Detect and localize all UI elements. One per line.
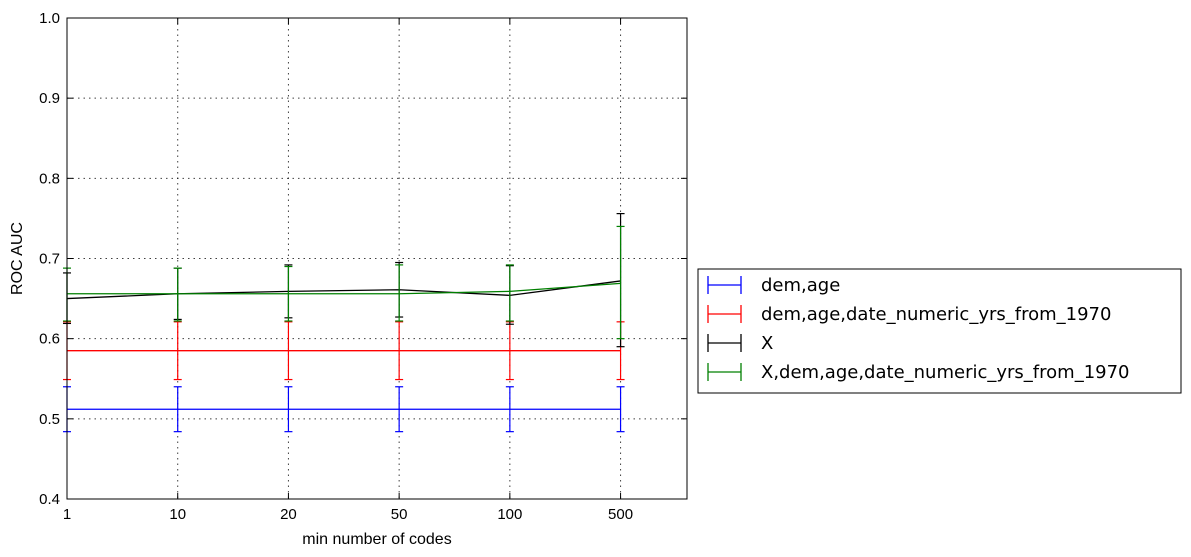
y-axis-title: ROC AUC bbox=[9, 222, 26, 295]
x-tick-label: 1 bbox=[63, 506, 71, 523]
y-tick-label: 0.8 bbox=[39, 170, 60, 187]
x-tick-label: 10 bbox=[169, 506, 186, 523]
legend-box bbox=[697, 268, 1182, 394]
y-tick-label: 0.5 bbox=[39, 411, 60, 428]
y-tick-label: 0.7 bbox=[39, 251, 60, 268]
series-0 bbox=[63, 386, 625, 433]
legend-label: dem,age,date_numeric_yrs_from_1970 bbox=[761, 304, 1111, 325]
y-tick-label: 0.9 bbox=[39, 90, 60, 107]
legend-label: dem,age bbox=[761, 275, 840, 296]
x-tick-label: 20 bbox=[280, 506, 297, 523]
tick-labels: 1 10 20 50 100 500 0.4 0.5 0.6 0.7 0.8 0.9 1.0 bbox=[39, 10, 633, 523]
series-line bbox=[66, 280, 621, 300]
axis-ticks bbox=[66, 17, 687, 500]
y-tick-label: 0.6 bbox=[39, 331, 60, 348]
series-line bbox=[67, 282, 621, 295]
series-layer bbox=[63, 213, 625, 433]
y-tick-label: 1.0 bbox=[39, 10, 60, 27]
grid bbox=[67, 18, 687, 499]
series-3 bbox=[63, 225, 625, 340]
plot-frame bbox=[66, 17, 688, 500]
x-tick-label: 100 bbox=[497, 506, 522, 523]
y-tick-label: 0.4 bbox=[39, 491, 60, 508]
series-1 bbox=[63, 321, 625, 381]
series-2 bbox=[63, 213, 625, 348]
x-tick-label: 50 bbox=[391, 506, 408, 523]
legend-label: X bbox=[761, 333, 773, 354]
x-tick-label: 500 bbox=[608, 506, 633, 523]
x-axis-title: min number of codes bbox=[302, 531, 451, 548]
legend-label: X,dem,age,date_numeric_yrs_from_1970 bbox=[761, 362, 1130, 383]
legend: dem,age dem,age,date_numeric_yrs_from_197… bbox=[697, 268, 1182, 394]
